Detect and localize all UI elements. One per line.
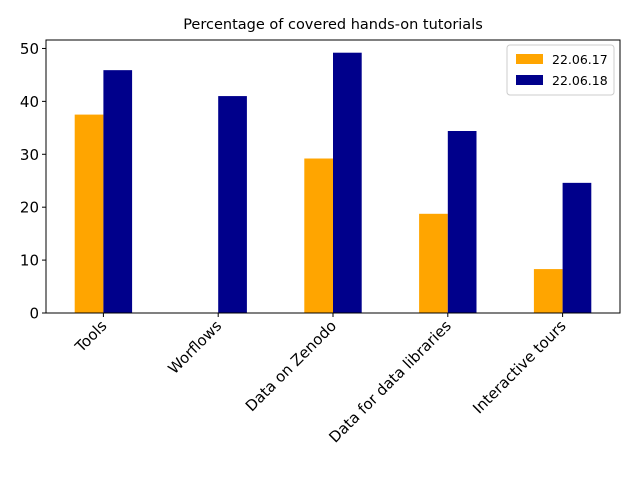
legend-label: 22.06.17 [552,52,608,67]
bar-22.06.17-data-for-data-libraries [419,213,448,313]
y-tick-label: 20 [20,199,39,217]
bar-22.06.18-worflows [218,96,247,314]
x-tick-label: Interactive tours [469,317,570,418]
bar-22.06.18-data-for-data-libraries [447,131,477,313]
bar-22.06.18-interactive-tours [562,182,592,313]
bar-22.06.18-data-on-zenodo [333,52,362,314]
bar-22.06.17-tools [74,114,104,313]
y-tick-label: 50 [20,40,39,58]
x-tick-label: Worflows [164,317,225,378]
plot-area: 0 10 20 30 40 50 Tools Worflows Data on ZenodoDa… [20,39,621,447]
legend: 22.06.17 22.06.18 [506,44,615,96]
x-tick-label: Tools [71,317,111,357]
chart-title: Percentage of covered hands-on tutorials [183,17,483,33]
legend-label: 22.06.18 [552,73,608,88]
x-tick-label: Data on Zenodo [242,317,340,415]
bar-22.06.17-data-on-zenodo [304,158,333,313]
bar-22.06.18-tools [103,70,133,313]
y-tick-label: 40 [20,93,39,111]
legend-swatch [516,75,543,85]
legend-swatch [516,54,543,64]
y-tick-label: 10 [20,252,39,270]
bar-22.06.17-interactive-tours [533,269,563,313]
x-tick-label: Data for data libraries [325,317,455,447]
y-tick-label: 30 [20,146,39,164]
y-tick-label: 0 [29,305,39,323]
